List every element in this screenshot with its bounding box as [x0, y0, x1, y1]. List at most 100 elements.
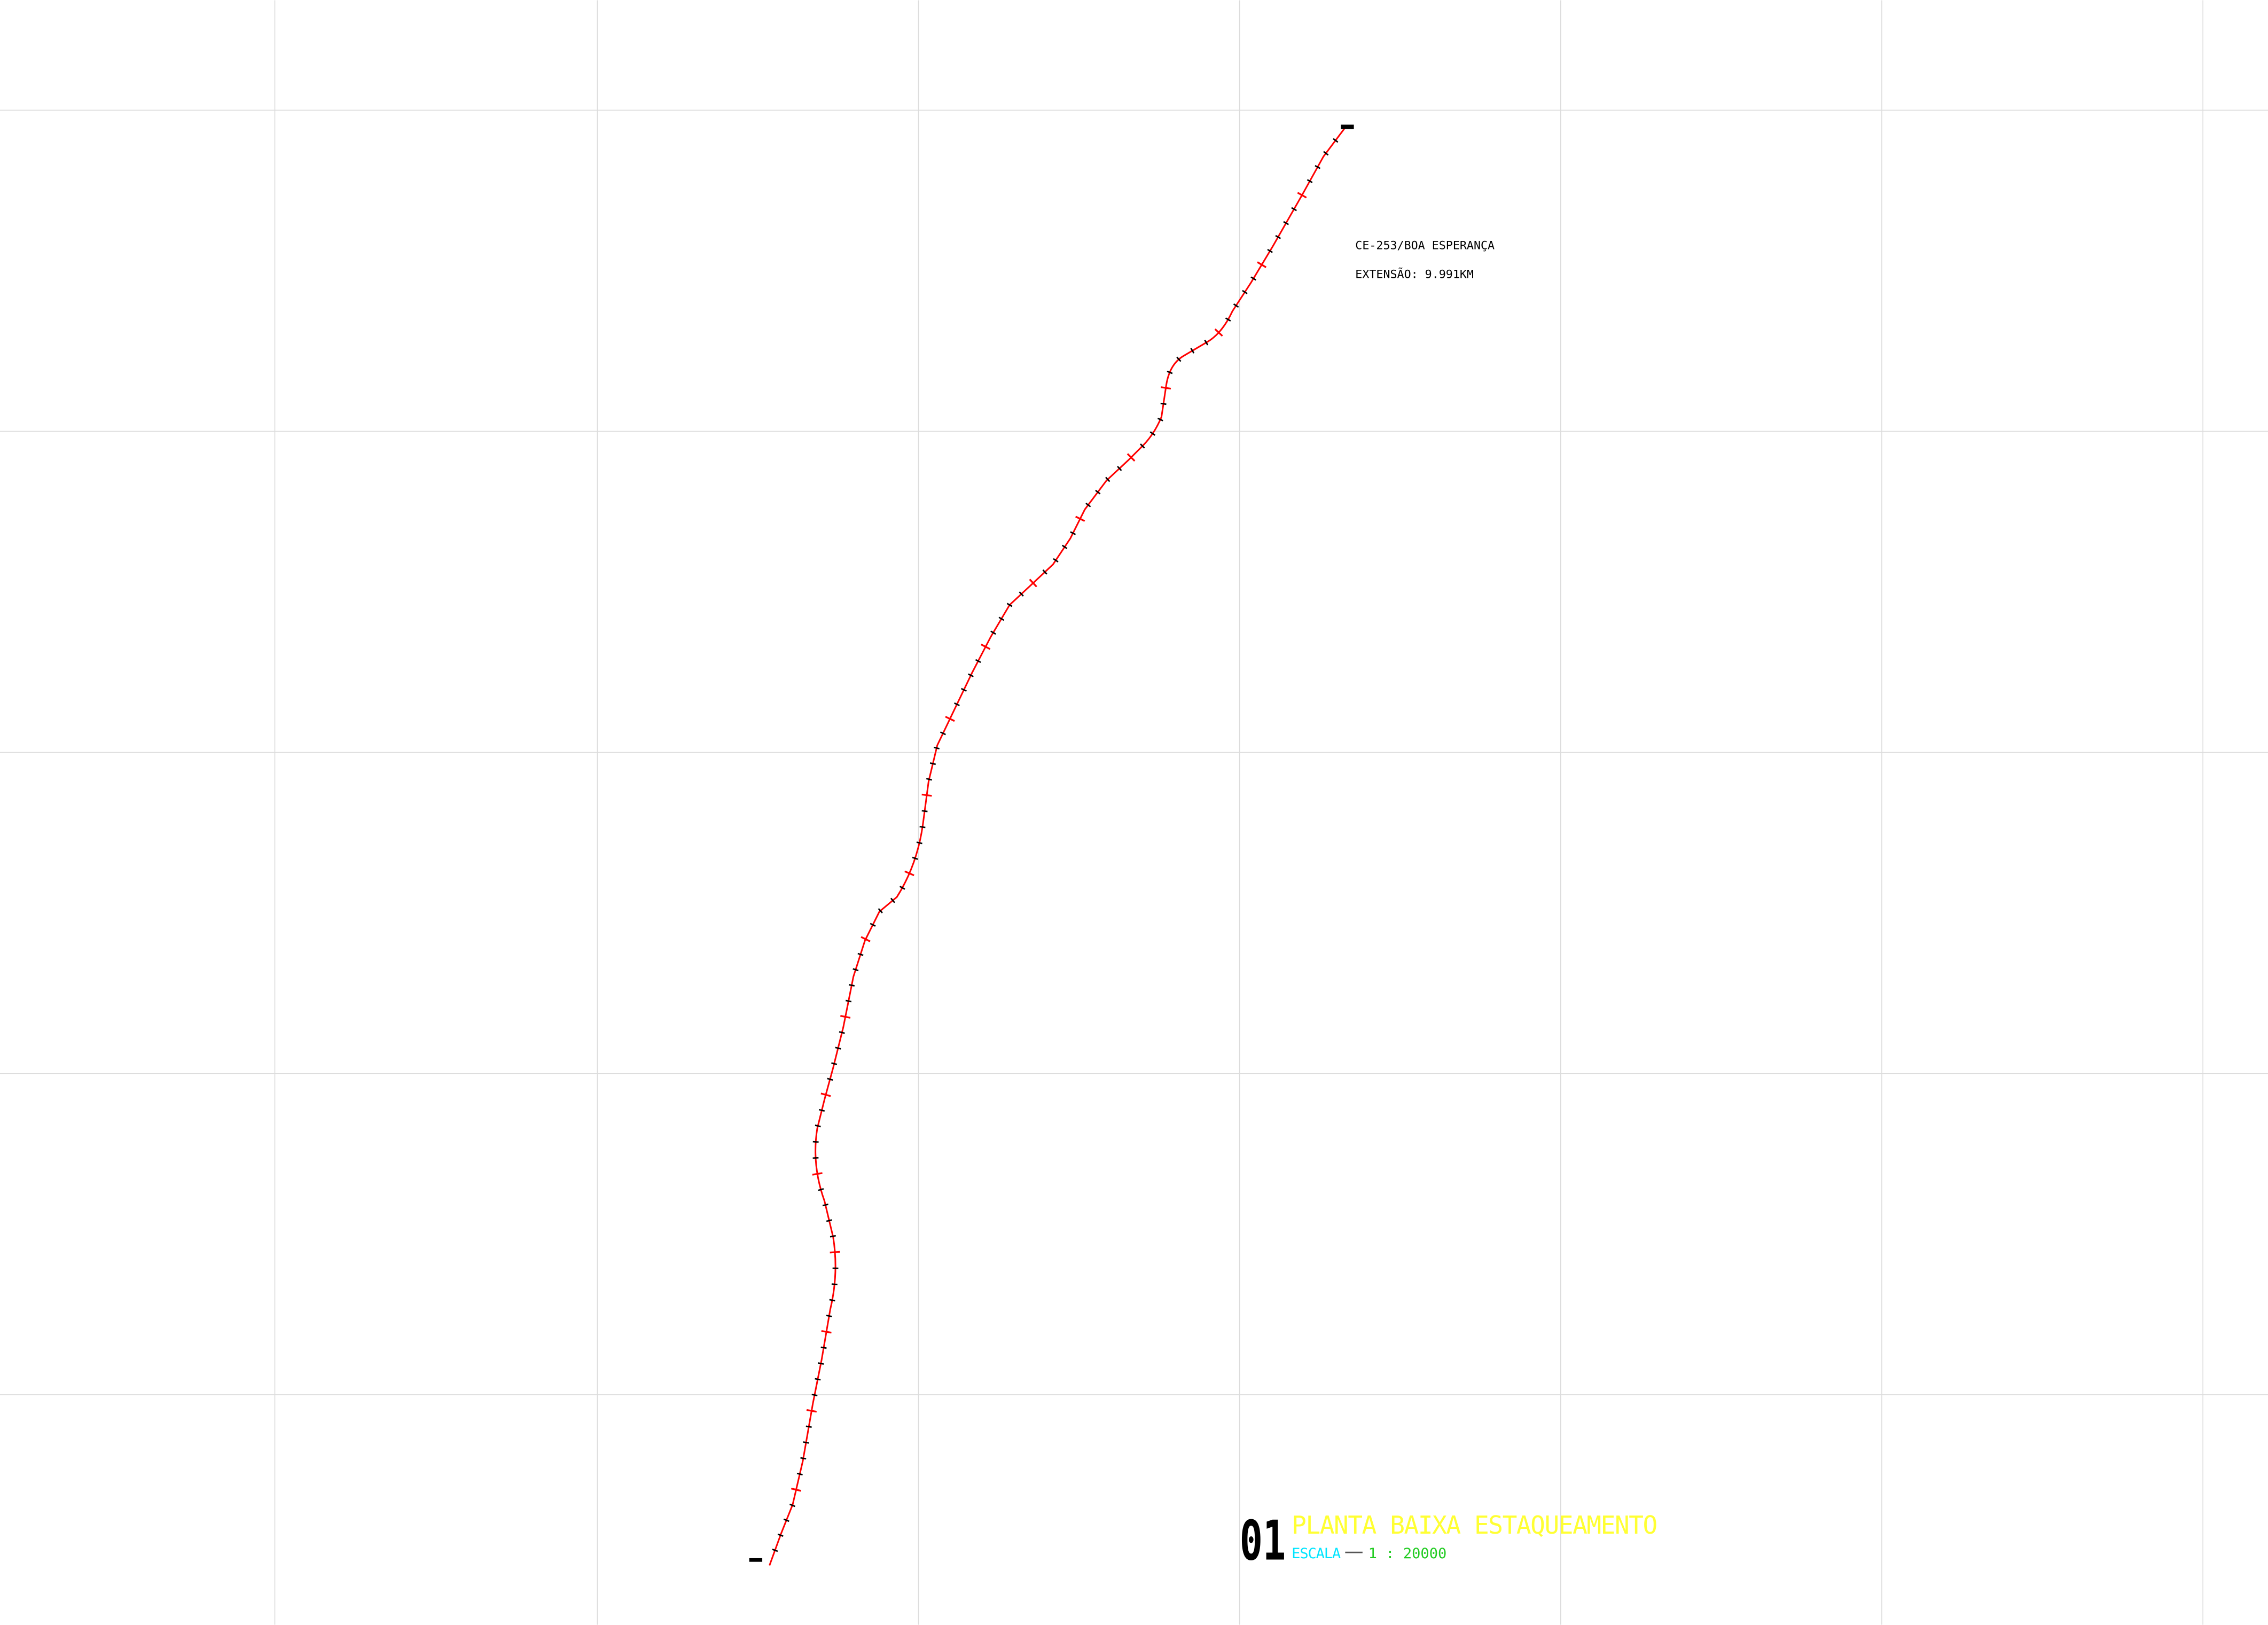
station-tick	[1029, 579, 1037, 588]
station-tick	[806, 1409, 817, 1413]
scale-value: 1 : 20000	[1368, 1545, 1447, 1562]
station-tick	[1323, 151, 1329, 156]
station-tick	[1297, 192, 1307, 199]
station-tick	[861, 936, 871, 942]
station-tick	[1140, 443, 1145, 449]
station-tick	[1315, 165, 1321, 169]
scale-label: ESCALA	[1292, 1545, 1341, 1562]
station-tick	[945, 716, 955, 722]
station-tick	[826, 1315, 832, 1317]
station-tick	[1333, 138, 1339, 143]
station-tick	[822, 1204, 828, 1207]
station-tick	[1167, 370, 1173, 374]
station-tick	[835, 1046, 841, 1050]
station-tick	[1006, 603, 1013, 607]
station-tick	[1250, 276, 1256, 281]
station-tick	[1075, 515, 1085, 522]
station-tick	[829, 1299, 835, 1302]
station-tick	[1307, 179, 1313, 183]
station-tick	[803, 1441, 809, 1444]
station-tick	[839, 1031, 845, 1034]
station-tick	[818, 1108, 825, 1112]
station-tick	[912, 856, 918, 860]
road-alignment	[769, 127, 1346, 1566]
station-tick	[981, 643, 991, 650]
station-tick	[818, 1188, 824, 1191]
station-tick	[1095, 489, 1101, 495]
station-tick	[796, 1472, 803, 1475]
station-tick	[968, 673, 974, 677]
station-tick	[1160, 402, 1167, 405]
station-tick	[929, 762, 936, 765]
station-tick	[845, 999, 852, 1003]
station-tick	[921, 793, 932, 797]
station-tick	[904, 870, 914, 877]
station-tick	[1042, 569, 1047, 575]
station-tick	[789, 1503, 795, 1507]
station-tick	[1204, 339, 1209, 346]
station-tick	[878, 908, 883, 913]
station-tick	[1149, 431, 1156, 436]
station-tick	[975, 659, 981, 663]
station-tick	[890, 897, 895, 903]
station-tick	[857, 952, 864, 956]
station-tick	[830, 1235, 836, 1238]
station-tick	[831, 1283, 838, 1286]
station-tick	[811, 1394, 818, 1396]
station-tick	[820, 1092, 831, 1097]
station-tick	[916, 841, 922, 845]
station-tick	[1233, 303, 1239, 308]
station-tick	[827, 1077, 833, 1081]
station-tick	[870, 923, 876, 927]
station-tick	[791, 1487, 802, 1492]
station-tick	[1070, 531, 1076, 535]
station-tick	[1176, 356, 1182, 362]
station-tick	[840, 1015, 851, 1019]
station-tick	[1061, 544, 1068, 550]
station-tick	[783, 1518, 789, 1522]
station-tick	[954, 702, 960, 707]
station-tick	[933, 746, 940, 749]
start-marker	[749, 1558, 763, 1562]
station-tick	[899, 886, 905, 890]
station-tick	[940, 731, 946, 736]
station-tick	[1019, 591, 1024, 597]
station-tick	[777, 1533, 784, 1537]
station-tick	[1214, 328, 1223, 337]
station-tick	[961, 688, 967, 692]
drawing-title: PLANTA BAIXA ESTAQUEAMENTO	[1292, 1511, 1657, 1540]
station-tick	[1225, 317, 1231, 322]
station-tick	[1157, 417, 1163, 421]
station-tick	[812, 1172, 823, 1176]
station-tick	[1117, 466, 1122, 471]
station-tick	[1127, 453, 1136, 462]
station-tick	[772, 1549, 778, 1552]
station-tick	[853, 968, 859, 972]
station-tick	[990, 630, 996, 635]
drawing-number: 01	[1240, 1509, 1286, 1573]
station-tick	[926, 778, 933, 781]
station-tick	[831, 1062, 838, 1065]
station-tick	[1267, 248, 1273, 253]
station-tick	[815, 1124, 821, 1128]
station-tick	[821, 1330, 832, 1334]
station-tick	[1085, 502, 1091, 507]
station-marks	[772, 138, 1339, 1552]
road-extension: EXTENSÃO: 9.991KM	[1355, 267, 1474, 281]
station-tick	[815, 1378, 821, 1381]
station-tick	[1283, 221, 1289, 225]
station-tick	[1105, 476, 1110, 482]
station-tick	[1053, 558, 1059, 563]
road-name: CE-253/BOA ESPERANÇA	[1355, 239, 1495, 252]
station-tick	[1257, 261, 1267, 268]
station-tick	[1291, 207, 1297, 212]
station-tick	[1160, 386, 1171, 390]
station-tick	[919, 826, 926, 829]
station-tick	[805, 1425, 812, 1428]
end-marker	[1341, 124, 1354, 129]
station-tick	[1190, 348, 1195, 354]
station-tick	[998, 616, 1005, 621]
